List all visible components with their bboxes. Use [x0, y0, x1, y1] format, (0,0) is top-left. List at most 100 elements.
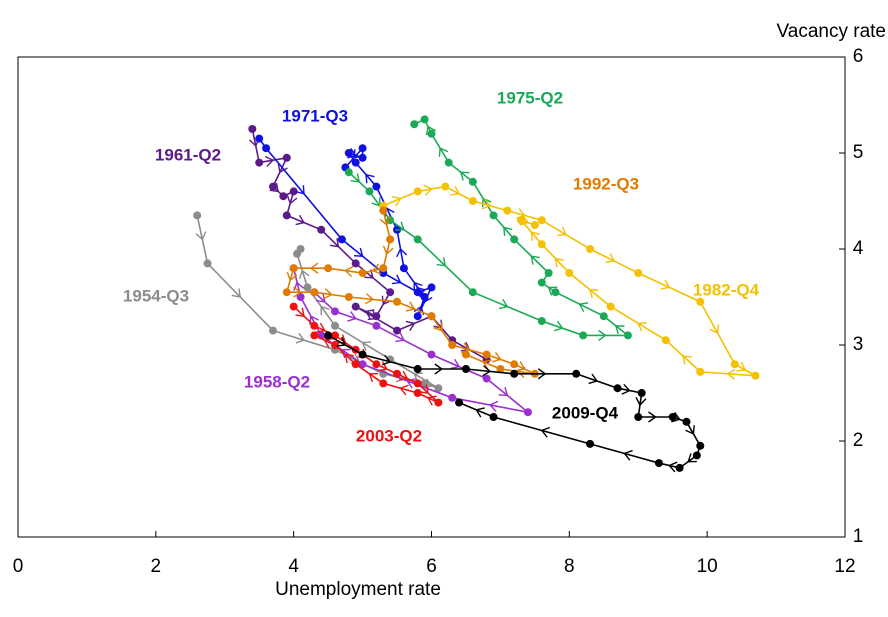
point: [427, 312, 436, 321]
point: [331, 307, 340, 316]
point: [661, 336, 670, 345]
point: [268, 182, 277, 191]
point: [193, 211, 202, 220]
direction-arrow: [371, 263, 382, 275]
point: [420, 293, 429, 301]
point: [268, 326, 277, 335]
point: [282, 211, 291, 220]
direction-arrow: [381, 354, 392, 366]
direction-arrow: [361, 341, 372, 351]
direction-arrow: [365, 293, 375, 305]
direction-arrow: [450, 358, 461, 370]
direction-arrow: [668, 461, 678, 473]
direction-arrow: [405, 320, 416, 332]
direction-arrow: [682, 355, 692, 365]
point: [303, 283, 312, 292]
direction-arrow: [264, 155, 275, 167]
point: [489, 413, 498, 421]
point: [496, 365, 505, 373]
point: [379, 264, 388, 273]
point: [413, 365, 422, 373]
point: [344, 168, 353, 177]
direction-arrow: [329, 238, 340, 248]
direction-arrow: [598, 329, 607, 341]
direction-arrow: [726, 368, 736, 380]
direction-arrow: [295, 332, 306, 344]
point: [461, 350, 470, 359]
y-axis-label: Vacancy rate: [777, 21, 886, 42]
point: [434, 398, 443, 407]
x-tick-label: 10: [697, 556, 718, 577]
direction-arrow: [537, 368, 547, 380]
series-label: 1971-Q3: [282, 106, 348, 125]
point: [317, 225, 326, 234]
direction-arrow: [336, 336, 347, 347]
point: [586, 245, 595, 253]
direction-arrow: [648, 411, 657, 423]
point: [623, 331, 632, 340]
direction-arrow: [364, 309, 375, 320]
point: [310, 321, 319, 330]
direction-arrow: [340, 348, 351, 359]
point: [654, 459, 663, 468]
point: [289, 302, 298, 311]
point: [393, 297, 402, 306]
point: [351, 302, 360, 311]
direction-arrow: [323, 288, 333, 300]
point: [296, 293, 305, 301]
point: [413, 389, 422, 397]
direction-arrow: [426, 395, 437, 406]
direction-arrow: [381, 295, 392, 306]
point: [289, 264, 298, 273]
direction-arrow: [316, 322, 326, 333]
point: [337, 235, 346, 244]
point: [668, 413, 677, 421]
point: [420, 115, 429, 124]
point: [675, 463, 684, 472]
point: [248, 125, 257, 133]
point: [413, 288, 422, 297]
direction-arrow: [413, 372, 423, 382]
point: [730, 360, 739, 369]
point: [427, 350, 436, 359]
point: [503, 206, 512, 215]
direction-arrow: [298, 269, 310, 279]
point: [530, 221, 539, 229]
point: [510, 369, 519, 378]
direction-arrow: [382, 245, 394, 255]
point: [358, 269, 367, 277]
point: [444, 158, 453, 167]
point: [510, 360, 519, 369]
direction-arrow: [482, 359, 492, 370]
direction-arrow: [481, 198, 492, 210]
direction-arrow: [350, 173, 361, 183]
direction-arrow: [286, 195, 298, 205]
point: [599, 312, 608, 321]
direction-arrow: [353, 247, 364, 257]
y-tick-label: 3: [853, 334, 864, 355]
y-tick-label: 2: [853, 430, 864, 451]
point: [289, 187, 298, 196]
direction-arrow: [687, 453, 697, 463]
point: [331, 341, 340, 349]
direction-arrow: [365, 173, 375, 184]
x-tick-label: 4: [288, 556, 299, 577]
direction-arrow: [660, 279, 671, 290]
direction-arrow: [498, 386, 509, 397]
point: [413, 312, 422, 321]
direction-arrow: [498, 298, 509, 310]
direction-arrow: [413, 281, 423, 292]
direction-arrow: [295, 214, 306, 226]
series-label: 2003-Q2: [356, 426, 422, 445]
point: [637, 389, 646, 397]
direction-arrow: [488, 400, 499, 412]
direction-arrow: [588, 373, 599, 385]
direction-arrow: [425, 125, 436, 136]
x-tick-label: 6: [426, 556, 437, 577]
point: [393, 326, 402, 335]
point: [255, 158, 264, 167]
point: [372, 360, 381, 369]
direction-arrow: [396, 247, 408, 258]
direction-arrow: [416, 286, 426, 298]
point: [324, 264, 333, 273]
